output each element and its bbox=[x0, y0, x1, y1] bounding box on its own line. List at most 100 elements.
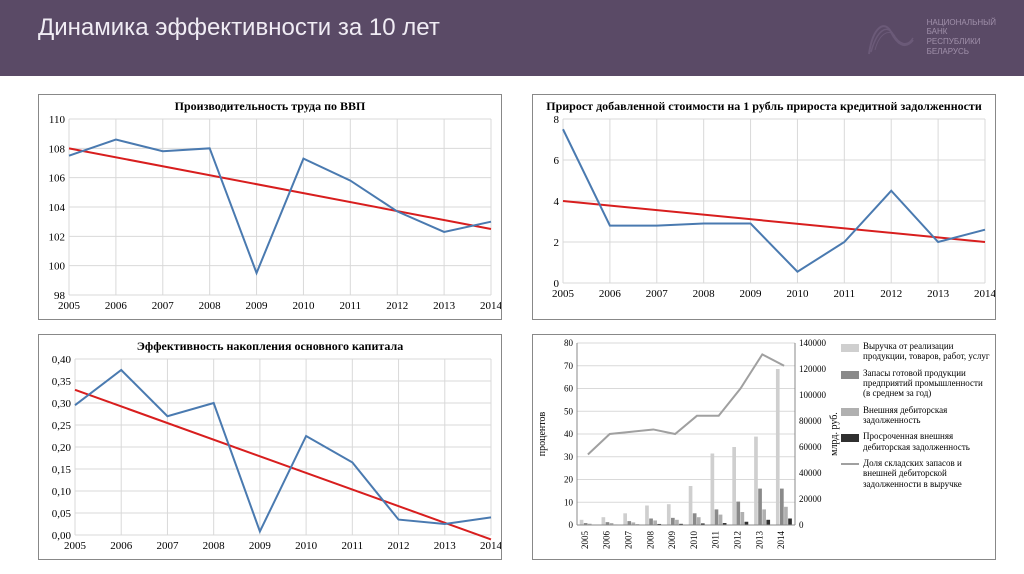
svg-text:2: 2 bbox=[554, 237, 560, 249]
legend-swatch bbox=[841, 344, 859, 352]
svg-text:2007: 2007 bbox=[152, 300, 175, 312]
svg-text:80: 80 bbox=[564, 338, 574, 348]
svg-text:0: 0 bbox=[799, 520, 804, 530]
svg-text:0,35: 0,35 bbox=[52, 376, 72, 388]
svg-text:40000: 40000 bbox=[799, 468, 822, 478]
svg-text:104: 104 bbox=[49, 202, 66, 214]
logo-line: БАНК bbox=[927, 27, 996, 37]
svg-text:0,40: 0,40 bbox=[52, 355, 72, 366]
svg-text:140000: 140000 bbox=[799, 338, 827, 348]
svg-text:0,20: 0,20 bbox=[52, 442, 72, 454]
svg-text:2006: 2006 bbox=[110, 540, 133, 552]
svg-text:100000: 100000 bbox=[799, 390, 827, 400]
svg-text:2010: 2010 bbox=[292, 300, 315, 312]
svg-text:2007: 2007 bbox=[646, 288, 669, 300]
svg-text:2013: 2013 bbox=[434, 540, 457, 552]
svg-text:2014: 2014 bbox=[974, 288, 995, 300]
svg-text:0,05: 0,05 bbox=[52, 508, 72, 520]
svg-text:2008: 2008 bbox=[203, 540, 226, 552]
chart-grid: Производительность труда по ВВП 98100102… bbox=[0, 76, 1024, 574]
chart-title: Прирост добавленной стоимости на 1 рубль… bbox=[533, 95, 995, 115]
svg-text:2010: 2010 bbox=[786, 288, 809, 300]
svg-text:2013: 2013 bbox=[927, 288, 950, 300]
svg-text:2007: 2007 bbox=[156, 540, 179, 552]
svg-text:2012: 2012 bbox=[880, 288, 902, 300]
logo: НАЦИОНАЛЬНЫЙ БАНК РЕСПУБЛИКИ БЕЛАРУСЬ bbox=[865, 16, 996, 58]
legend-item: Внешняя дебиторская задолженность bbox=[841, 405, 991, 426]
svg-text:60000: 60000 bbox=[799, 442, 822, 452]
svg-text:2007: 2007 bbox=[624, 531, 634, 550]
svg-text:108: 108 bbox=[49, 144, 66, 156]
svg-text:80000: 80000 bbox=[799, 416, 822, 426]
legend-item: Доля складских запасов и внешней дебитор… bbox=[841, 458, 991, 489]
svg-text:0,10: 0,10 bbox=[52, 486, 72, 498]
legend-item: Запасы готовой продукции предприятий про… bbox=[841, 368, 991, 399]
svg-text:2010: 2010 bbox=[295, 540, 318, 552]
legend-swatch bbox=[841, 434, 859, 442]
chart-title: Эффективность накопления основного капит… bbox=[39, 335, 501, 355]
logo-line: НАЦИОНАЛЬНЫЙ bbox=[927, 18, 996, 28]
svg-text:2012: 2012 bbox=[388, 540, 410, 552]
svg-text:2006: 2006 bbox=[602, 531, 612, 550]
chart-panel-3: Эффективность накопления основного капит… bbox=[38, 334, 502, 560]
svg-text:0,15: 0,15 bbox=[52, 464, 72, 476]
svg-text:2010: 2010 bbox=[689, 531, 699, 550]
svg-text:100: 100 bbox=[49, 261, 66, 273]
chart-panel-4: 0102030405060708002000040000600008000010… bbox=[532, 334, 996, 560]
svg-text:процентов: процентов bbox=[537, 411, 548, 456]
svg-text:4: 4 bbox=[554, 196, 560, 208]
svg-text:2011: 2011 bbox=[342, 540, 364, 552]
logo-line: БЕЛАРУСЬ bbox=[927, 47, 996, 57]
svg-text:8: 8 bbox=[554, 115, 560, 126]
legend-swatch bbox=[841, 371, 859, 379]
svg-text:млрд. руб.: млрд. руб. bbox=[829, 412, 840, 456]
svg-text:20: 20 bbox=[564, 475, 574, 485]
legend-item: Выручка от реализации продукции, товаров… bbox=[841, 341, 991, 362]
svg-text:2014: 2014 bbox=[480, 540, 501, 552]
svg-text:2011: 2011 bbox=[711, 531, 721, 549]
svg-text:102: 102 bbox=[49, 232, 66, 244]
chart-4-legend: Выручка от реализации продукции, товаров… bbox=[841, 341, 991, 495]
svg-text:10: 10 bbox=[564, 497, 574, 507]
svg-text:0,30: 0,30 bbox=[52, 398, 72, 410]
svg-text:2013: 2013 bbox=[754, 531, 764, 550]
logo-line: РЕСПУБЛИКИ bbox=[927, 37, 996, 47]
chart-3: 0,000,050,100,150,200,250,300,350,402005… bbox=[39, 355, 501, 555]
legend-swatch bbox=[841, 408, 859, 416]
legend-label: Выручка от реализации продукции, товаров… bbox=[863, 341, 991, 362]
svg-text:2006: 2006 bbox=[105, 300, 128, 312]
legend-swatch bbox=[841, 463, 859, 465]
legend-label: Доля складских запасов и внешней дебитор… bbox=[863, 458, 991, 489]
svg-text:2009: 2009 bbox=[246, 300, 268, 312]
svg-text:2005: 2005 bbox=[64, 540, 87, 552]
svg-text:106: 106 bbox=[49, 173, 66, 185]
page-title: Динамика эффективности за 10 лет bbox=[38, 14, 440, 42]
chart-2: 0246820052006200720082009201020112012201… bbox=[533, 115, 995, 303]
svg-text:60: 60 bbox=[564, 384, 574, 394]
chart-1: 9810010210410610811020052006200720082009… bbox=[39, 115, 501, 315]
svg-text:2012: 2012 bbox=[386, 300, 408, 312]
svg-text:0: 0 bbox=[569, 520, 574, 530]
svg-text:40: 40 bbox=[564, 429, 574, 439]
svg-text:2005: 2005 bbox=[552, 288, 575, 300]
svg-text:2008: 2008 bbox=[645, 531, 655, 550]
svg-text:110: 110 bbox=[49, 115, 66, 126]
legend-label: Внешняя дебиторская задолженность bbox=[863, 405, 991, 426]
svg-text:2006: 2006 bbox=[599, 288, 622, 300]
svg-text:2008: 2008 bbox=[199, 300, 222, 312]
chart-title: Производительность труда по ВВП bbox=[39, 95, 501, 115]
legend-item: Просроченная внешняя дебиторская задолже… bbox=[841, 431, 991, 452]
svg-text:0,25: 0,25 bbox=[52, 420, 72, 432]
logo-emblem-icon bbox=[865, 16, 917, 58]
svg-text:2013: 2013 bbox=[433, 300, 456, 312]
header: Динамика эффективности за 10 лет НАЦИОНА… bbox=[0, 0, 1024, 76]
svg-text:2005: 2005 bbox=[58, 300, 81, 312]
svg-text:50: 50 bbox=[564, 406, 574, 416]
svg-text:30: 30 bbox=[564, 452, 574, 462]
svg-text:2005: 2005 bbox=[580, 531, 590, 550]
svg-text:6: 6 bbox=[554, 155, 560, 167]
svg-text:20000: 20000 bbox=[799, 494, 822, 504]
chart-panel-1: Производительность труда по ВВП 98100102… bbox=[38, 94, 502, 320]
svg-text:2011: 2011 bbox=[834, 288, 856, 300]
svg-text:2011: 2011 bbox=[340, 300, 362, 312]
